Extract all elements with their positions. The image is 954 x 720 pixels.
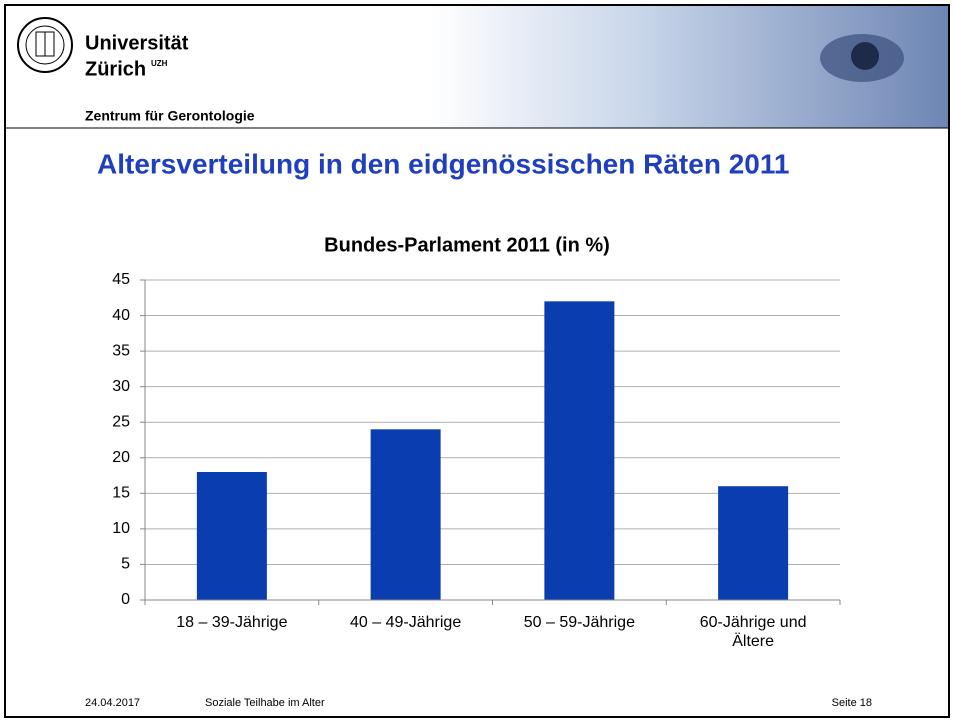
chart-title: Bundes-Parlament 2011 (in %) bbox=[324, 234, 610, 256]
logo bbox=[17, 17, 73, 73]
y-tick-label: 5 bbox=[121, 556, 130, 573]
slide-border bbox=[4, 4, 950, 718]
institute: Zentrum für Gerontologie bbox=[85, 108, 255, 124]
bar bbox=[370, 429, 441, 600]
footer-page: Seite 18 bbox=[832, 697, 872, 709]
eye-pupil bbox=[851, 42, 879, 70]
bar bbox=[196, 472, 267, 600]
y-tick-label: 45 bbox=[112, 271, 130, 288]
footer-topic: Soziale Teilhabe im Alter bbox=[205, 697, 325, 709]
y-tick-label: 30 bbox=[112, 378, 130, 395]
x-tick-label: 50 – 59-Jährige bbox=[523, 614, 635, 631]
x-tick-label: 18 – 39-Jährige bbox=[176, 614, 288, 631]
footer-date: 24.04.2017 bbox=[85, 697, 140, 709]
university-name: Universität bbox=[85, 32, 189, 54]
y-tick-label: 15 bbox=[112, 485, 130, 502]
slide-title: Altersverteilung in den eidgenössischen … bbox=[97, 148, 789, 179]
x-tick-label: 40 – 49-Jährige bbox=[350, 614, 462, 631]
y-tick-label: 10 bbox=[112, 520, 130, 537]
university-sup: UZH bbox=[151, 59, 168, 68]
bar bbox=[544, 301, 615, 600]
y-tick-label: 25 bbox=[112, 413, 130, 430]
y-tick-label: 40 bbox=[112, 307, 130, 324]
bar bbox=[718, 486, 789, 600]
y-tick-label: 0 bbox=[121, 591, 130, 608]
x-tick-label: 60-Jährige und Ältere bbox=[699, 614, 807, 650]
university-city: Zürich bbox=[85, 58, 146, 80]
y-tick-label: 20 bbox=[112, 449, 130, 466]
y-tick-label: 35 bbox=[112, 342, 130, 359]
